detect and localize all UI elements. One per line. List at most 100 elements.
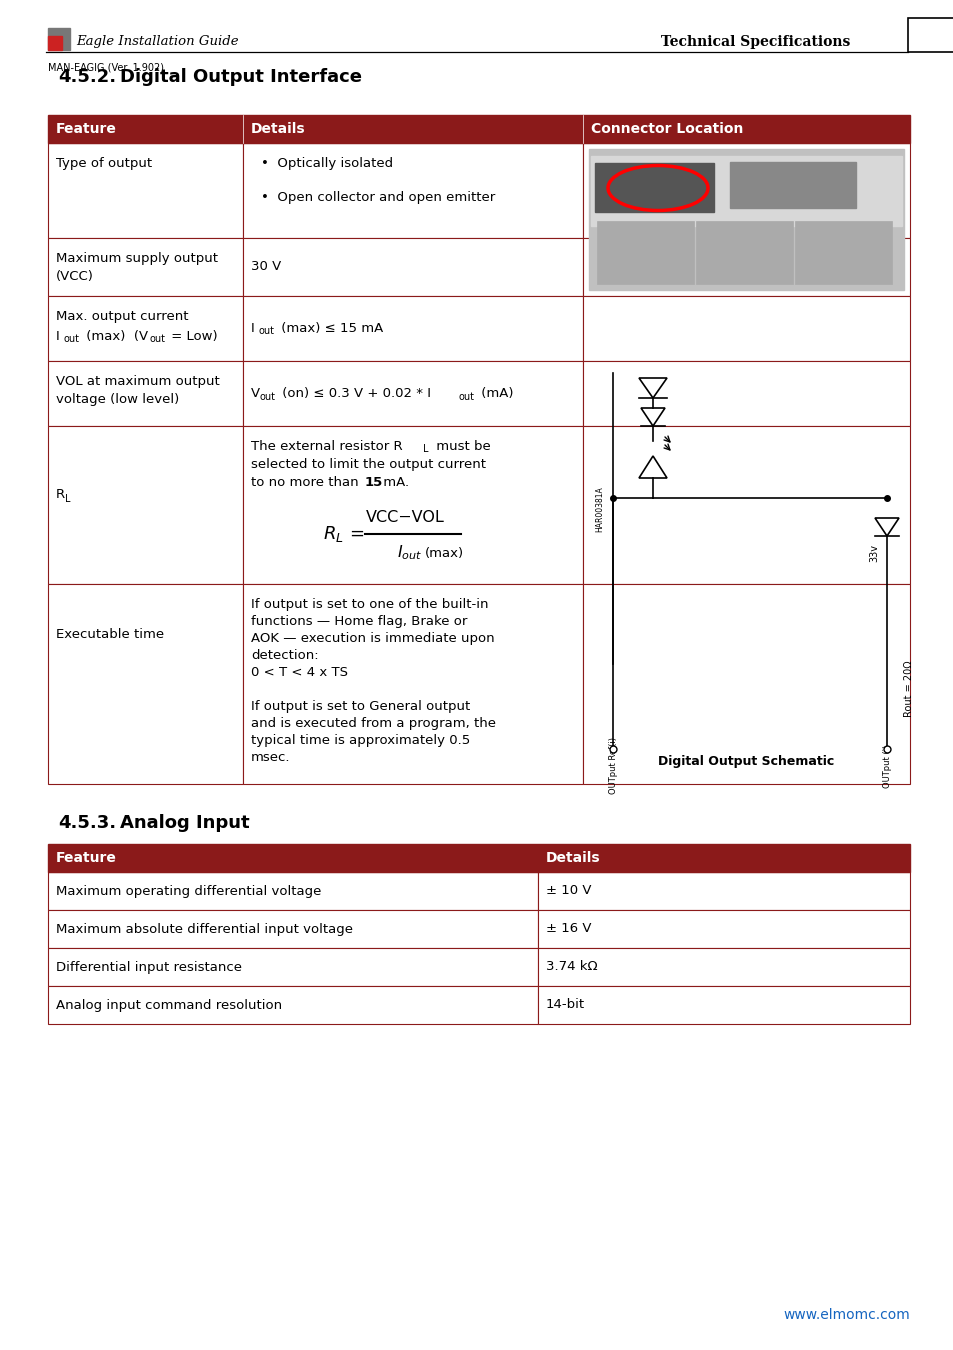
Text: VOL at maximum output: VOL at maximum output: [56, 375, 219, 387]
Text: Digital Output Interface: Digital Output Interface: [120, 68, 361, 86]
Text: voltage (low level): voltage (low level): [56, 393, 179, 406]
Text: If output is set to one of the built-in: If output is set to one of the built-in: [251, 598, 488, 612]
Bar: [48, 986, 537, 1025]
Text: Details: Details: [545, 850, 600, 865]
Text: www.elmomc.com: www.elmomc.com: [782, 1308, 909, 1322]
Text: 30 V: 30 V: [251, 261, 281, 274]
Text: and is executed from a program, the: and is executed from a program, the: [251, 717, 496, 730]
Bar: [48, 28, 70, 50]
Bar: [595, 163, 713, 212]
Text: detection:: detection:: [251, 649, 318, 662]
Bar: [582, 360, 909, 427]
Text: out: out: [260, 392, 275, 401]
Text: (max): (max): [424, 547, 464, 559]
Text: Differential input resistance: Differential input resistance: [56, 960, 242, 973]
Text: = Low): = Low): [167, 329, 217, 343]
Bar: [243, 585, 582, 784]
Bar: [48, 872, 537, 910]
Text: 84: 84: [924, 26, 947, 45]
Text: 15: 15: [365, 477, 383, 489]
Polygon shape: [639, 378, 666, 398]
Bar: [48, 585, 243, 784]
Text: Digital Output Schematic: Digital Output Schematic: [658, 756, 834, 768]
Bar: [243, 360, 582, 427]
Text: Feature: Feature: [56, 122, 117, 136]
Text: out: out: [64, 333, 80, 344]
Text: Analog Input: Analog Input: [120, 814, 250, 832]
Text: 4.5.3.: 4.5.3.: [58, 814, 116, 832]
Polygon shape: [640, 408, 664, 427]
Bar: [537, 986, 909, 1025]
Text: Feature: Feature: [56, 850, 117, 865]
Bar: [582, 143, 909, 238]
Bar: [48, 910, 537, 948]
Bar: [48, 296, 243, 360]
Bar: [48, 360, 243, 427]
Text: 33v: 33v: [868, 544, 878, 562]
Bar: [48, 844, 909, 872]
Text: functions — Home flag, Brake or: functions — Home flag, Brake or: [251, 616, 467, 628]
Text: V: V: [251, 387, 260, 400]
Text: out: out: [458, 392, 475, 401]
Text: Technical Specifications: Technical Specifications: [659, 35, 849, 49]
Bar: [243, 427, 582, 585]
Text: ± 10 V: ± 10 V: [545, 884, 591, 898]
Text: Analog input command resolution: Analog input command resolution: [56, 999, 282, 1011]
Text: 3.74 kΩ: 3.74 kΩ: [545, 960, 597, 973]
Text: 0 < T < 4 x TS: 0 < T < 4 x TS: [251, 666, 348, 679]
Text: mA.: mA.: [378, 477, 409, 489]
Bar: [243, 238, 582, 296]
Text: Max. output current: Max. output current: [56, 310, 189, 323]
Bar: [243, 296, 582, 360]
Text: selected to limit the output current: selected to limit the output current: [251, 458, 485, 471]
Text: OUTput Ref(i): OUTput Ref(i): [608, 737, 618, 795]
Text: Maximum absolute differential input voltage: Maximum absolute differential input volt…: [56, 922, 353, 936]
Text: R: R: [56, 489, 65, 501]
Text: Maximum operating differential voltage: Maximum operating differential voltage: [56, 884, 321, 898]
Text: I: I: [56, 329, 60, 343]
Text: to no more than: to no more than: [251, 477, 362, 489]
Text: (mA): (mA): [476, 387, 513, 400]
Text: Details: Details: [251, 122, 305, 136]
Text: VCC−VOL: VCC−VOL: [365, 509, 444, 525]
Text: HAR00381A: HAR00381A: [595, 486, 603, 532]
Text: MAN-EAGIG (Ver. 1.902): MAN-EAGIG (Ver. 1.902): [48, 62, 164, 72]
Bar: [48, 238, 243, 296]
Text: Maximum supply output: Maximum supply output: [56, 252, 218, 265]
Text: L: L: [65, 494, 71, 504]
Polygon shape: [639, 456, 666, 478]
Bar: [582, 238, 909, 296]
Text: •  Optically isolated: • Optically isolated: [261, 157, 393, 170]
Text: OUTput (i): OUTput (i): [882, 744, 891, 787]
Text: L: L: [422, 444, 428, 454]
Text: If output is set to General output: If output is set to General output: [251, 701, 470, 713]
Text: I: I: [251, 323, 254, 335]
Text: AOK — execution is immediate upon: AOK — execution is immediate upon: [251, 632, 494, 645]
Text: $R_L\, =$: $R_L\, =$: [323, 524, 364, 544]
Bar: [729, 162, 855, 208]
Text: (on) ≤ 0.3 V + 0.02 * I: (on) ≤ 0.3 V + 0.02 * I: [277, 387, 431, 400]
Text: 4.5.2.: 4.5.2.: [58, 68, 116, 86]
Polygon shape: [874, 518, 898, 536]
Text: msec.: msec.: [251, 751, 291, 764]
Bar: [537, 948, 909, 986]
Text: (max)  (V: (max) (V: [82, 329, 148, 343]
Text: Type of output: Type of output: [56, 157, 152, 170]
Text: ± 16 V: ± 16 V: [545, 922, 591, 936]
Text: (max) ≤ 15 mA: (max) ≤ 15 mA: [276, 323, 383, 335]
Bar: [48, 36, 62, 50]
Text: Rout = 20Ω: Rout = 20Ω: [903, 660, 913, 717]
Text: must be: must be: [432, 440, 490, 454]
Bar: [537, 872, 909, 910]
Bar: [588, 148, 903, 290]
Text: $I_{out}$: $I_{out}$: [396, 544, 422, 563]
Bar: [48, 115, 909, 143]
Text: typical time is approximately 0.5: typical time is approximately 0.5: [251, 734, 470, 747]
Bar: [48, 427, 243, 585]
Bar: [537, 910, 909, 948]
Bar: [243, 143, 582, 238]
Text: •  Open collector and open emitter: • Open collector and open emitter: [261, 190, 495, 204]
Bar: [582, 585, 909, 784]
Bar: [907, 18, 953, 53]
Bar: [582, 427, 909, 585]
